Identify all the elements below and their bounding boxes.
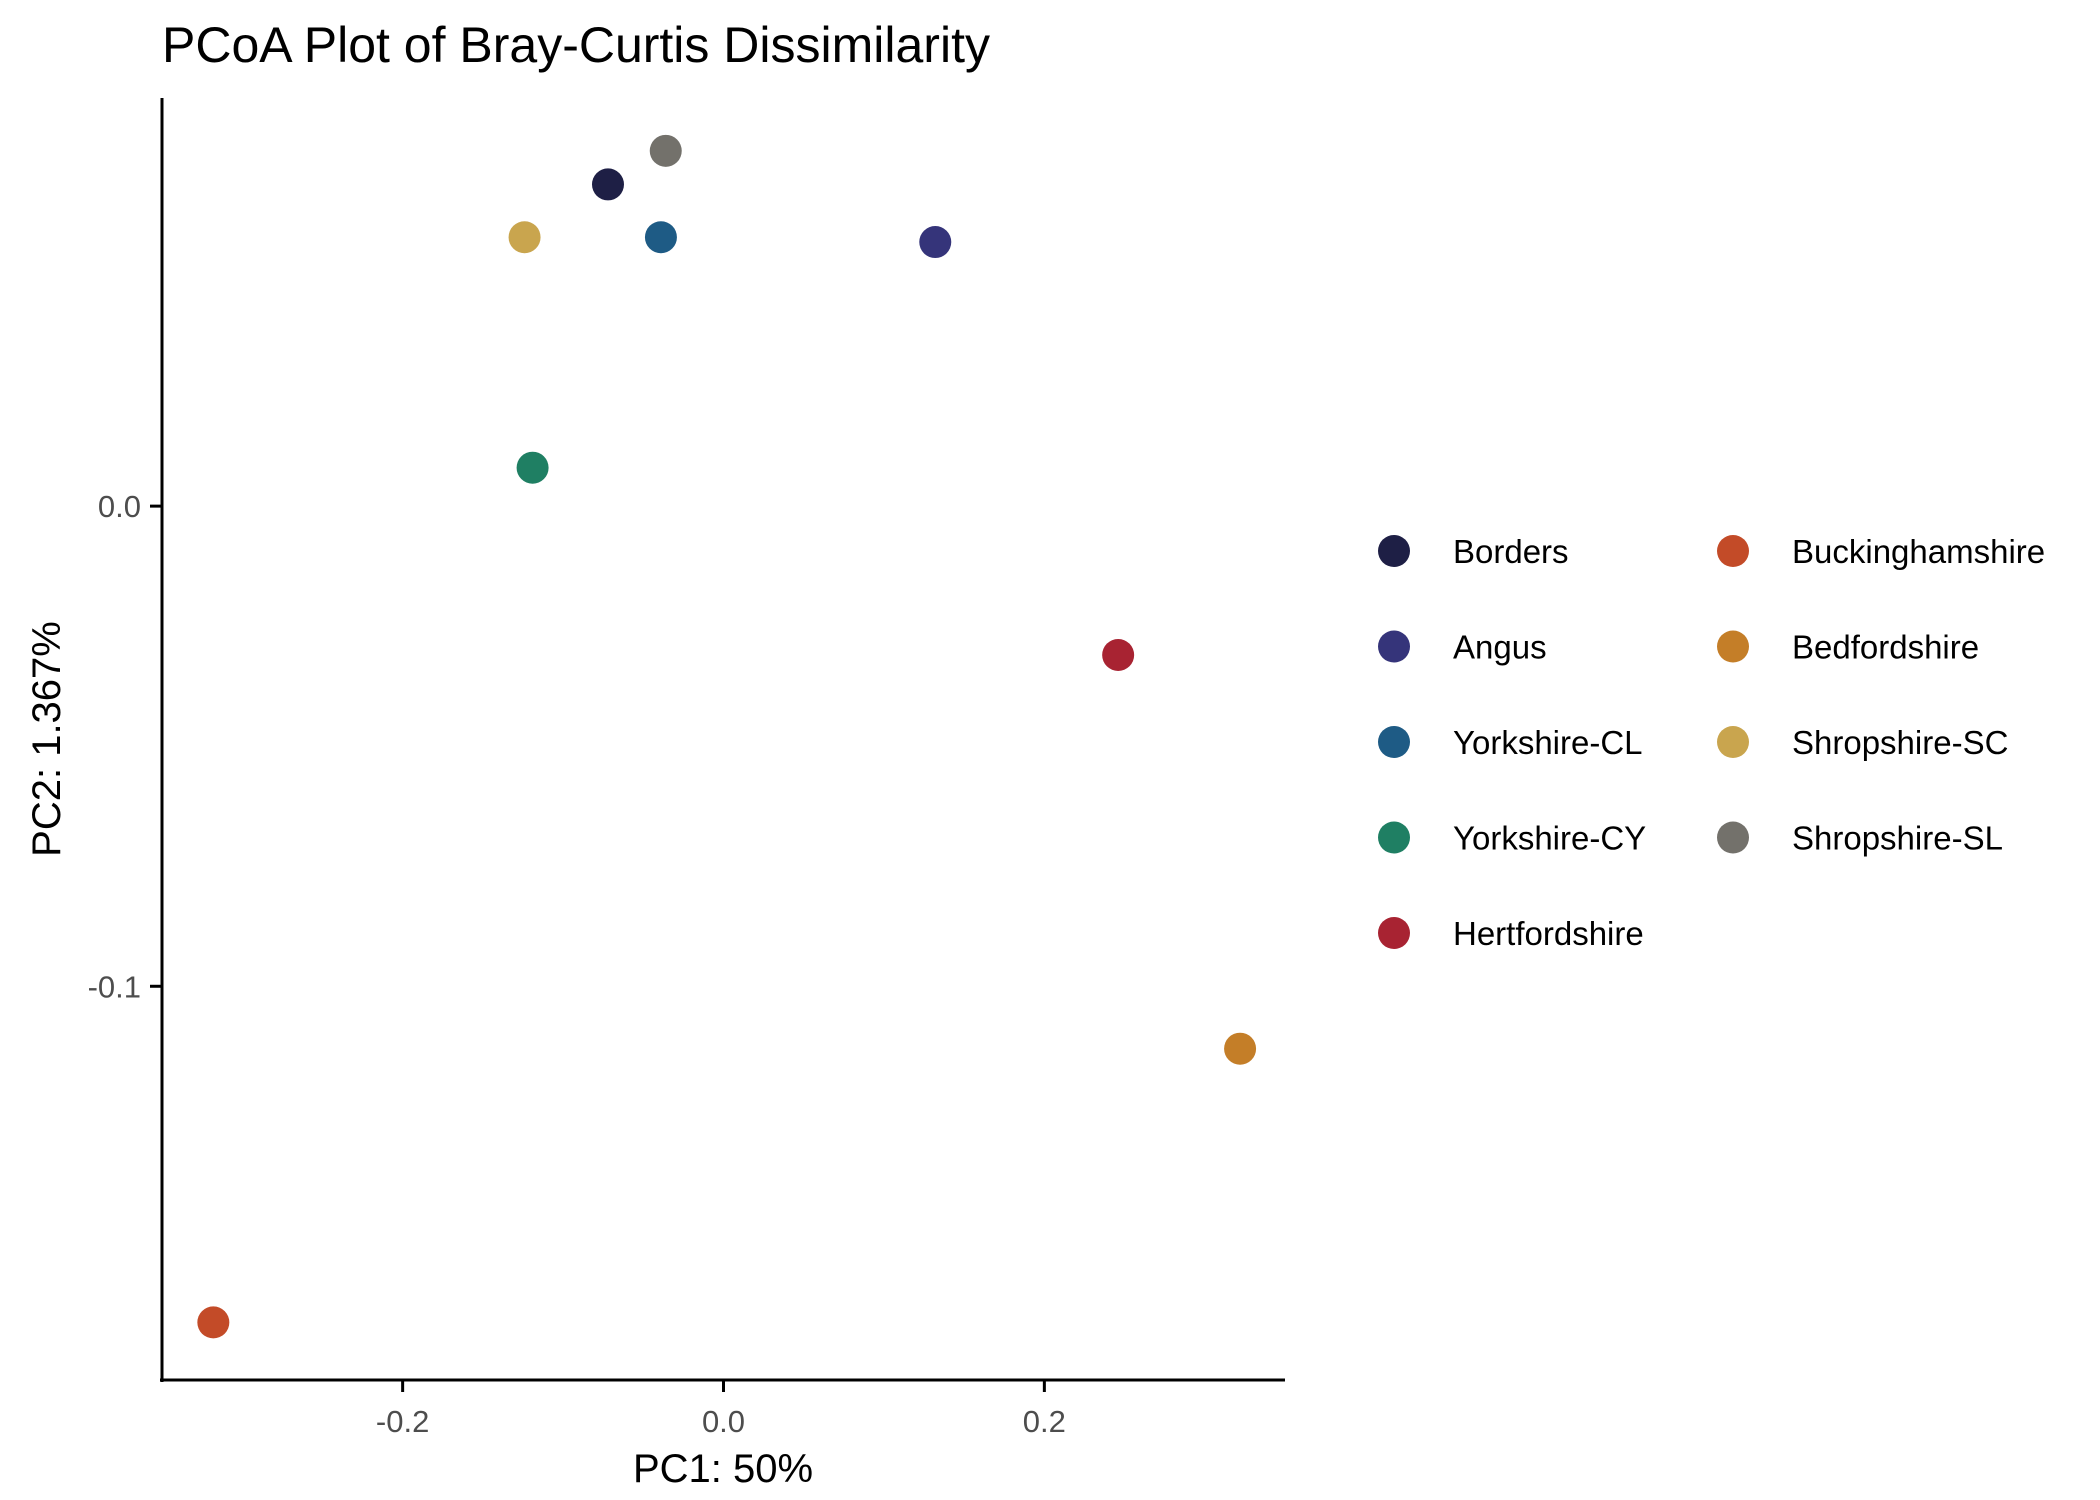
legend: Borders Angus Yorkshire-CL Yorkshire-CY Hert…	[1378, 533, 2045, 952]
legend-label-angus: Angus	[1453, 629, 1547, 666]
legend-label-shropshire-sc: Shropshire-SC	[1792, 724, 2008, 761]
point-shropshire-sl	[649, 134, 682, 167]
legend-label-yorkshire-cl: Yorkshire-CL	[1453, 724, 1643, 761]
legend-label-bedfordshire: Bedfordshire	[1792, 629, 1979, 666]
y-tick-label: 0.0	[98, 489, 141, 524]
legend-key-bedfordshire	[1717, 630, 1749, 663]
legend-key-hertfordshire	[1378, 917, 1410, 949]
legend-key-buckinghamshire	[1717, 535, 1749, 567]
point-shropshire-sc	[508, 221, 541, 254]
legend-label-shropshire-sl: Shropshire-SL	[1792, 820, 2003, 857]
legend-label-borders: Borders	[1453, 533, 1569, 570]
x-tick-label: -0.2	[376, 1404, 429, 1439]
y-axis-ticks: -0.1 0.0	[88, 489, 162, 1004]
legend-key-borders	[1378, 535, 1410, 567]
x-axis-ticks: -0.2 0.0 0.2	[376, 1380, 1066, 1439]
legend-key-shropshire-sl	[1717, 821, 1749, 854]
x-tick-label: 0.2	[1023, 1404, 1066, 1439]
point-yorkshire-cy	[516, 451, 549, 484]
legend-label-yorkshire-cy: Yorkshire-CY	[1453, 820, 1646, 857]
point-borders	[591, 168, 624, 201]
y-axis-title: PC2: 1.367%	[25, 621, 69, 857]
data-points	[197, 134, 1257, 1339]
point-bedfordshire	[1224, 1032, 1257, 1065]
legend-label-buckinghamshire: Buckinghamshire	[1792, 533, 2045, 570]
point-angus	[919, 226, 952, 259]
legend-key-shropshire-sc	[1717, 726, 1749, 758]
point-buckinghamshire	[197, 1306, 230, 1339]
point-yorkshire-cl	[644, 221, 677, 254]
legend-label-hertfordshire: Hertfordshire	[1453, 915, 1644, 952]
x-axis-title: PC1: 50%	[633, 1447, 813, 1491]
legend-key-yorkshire-cl	[1378, 726, 1410, 758]
legend-key-yorkshire-cy	[1378, 821, 1410, 854]
legend-key-angus	[1378, 630, 1410, 663]
x-tick-label: 0.0	[702, 1404, 745, 1439]
point-hertfordshire	[1102, 638, 1135, 671]
y-tick-label: -0.1	[88, 969, 141, 1004]
chart-title: PCoA Plot of Bray-Curtis Dissimilarity	[162, 17, 990, 73]
